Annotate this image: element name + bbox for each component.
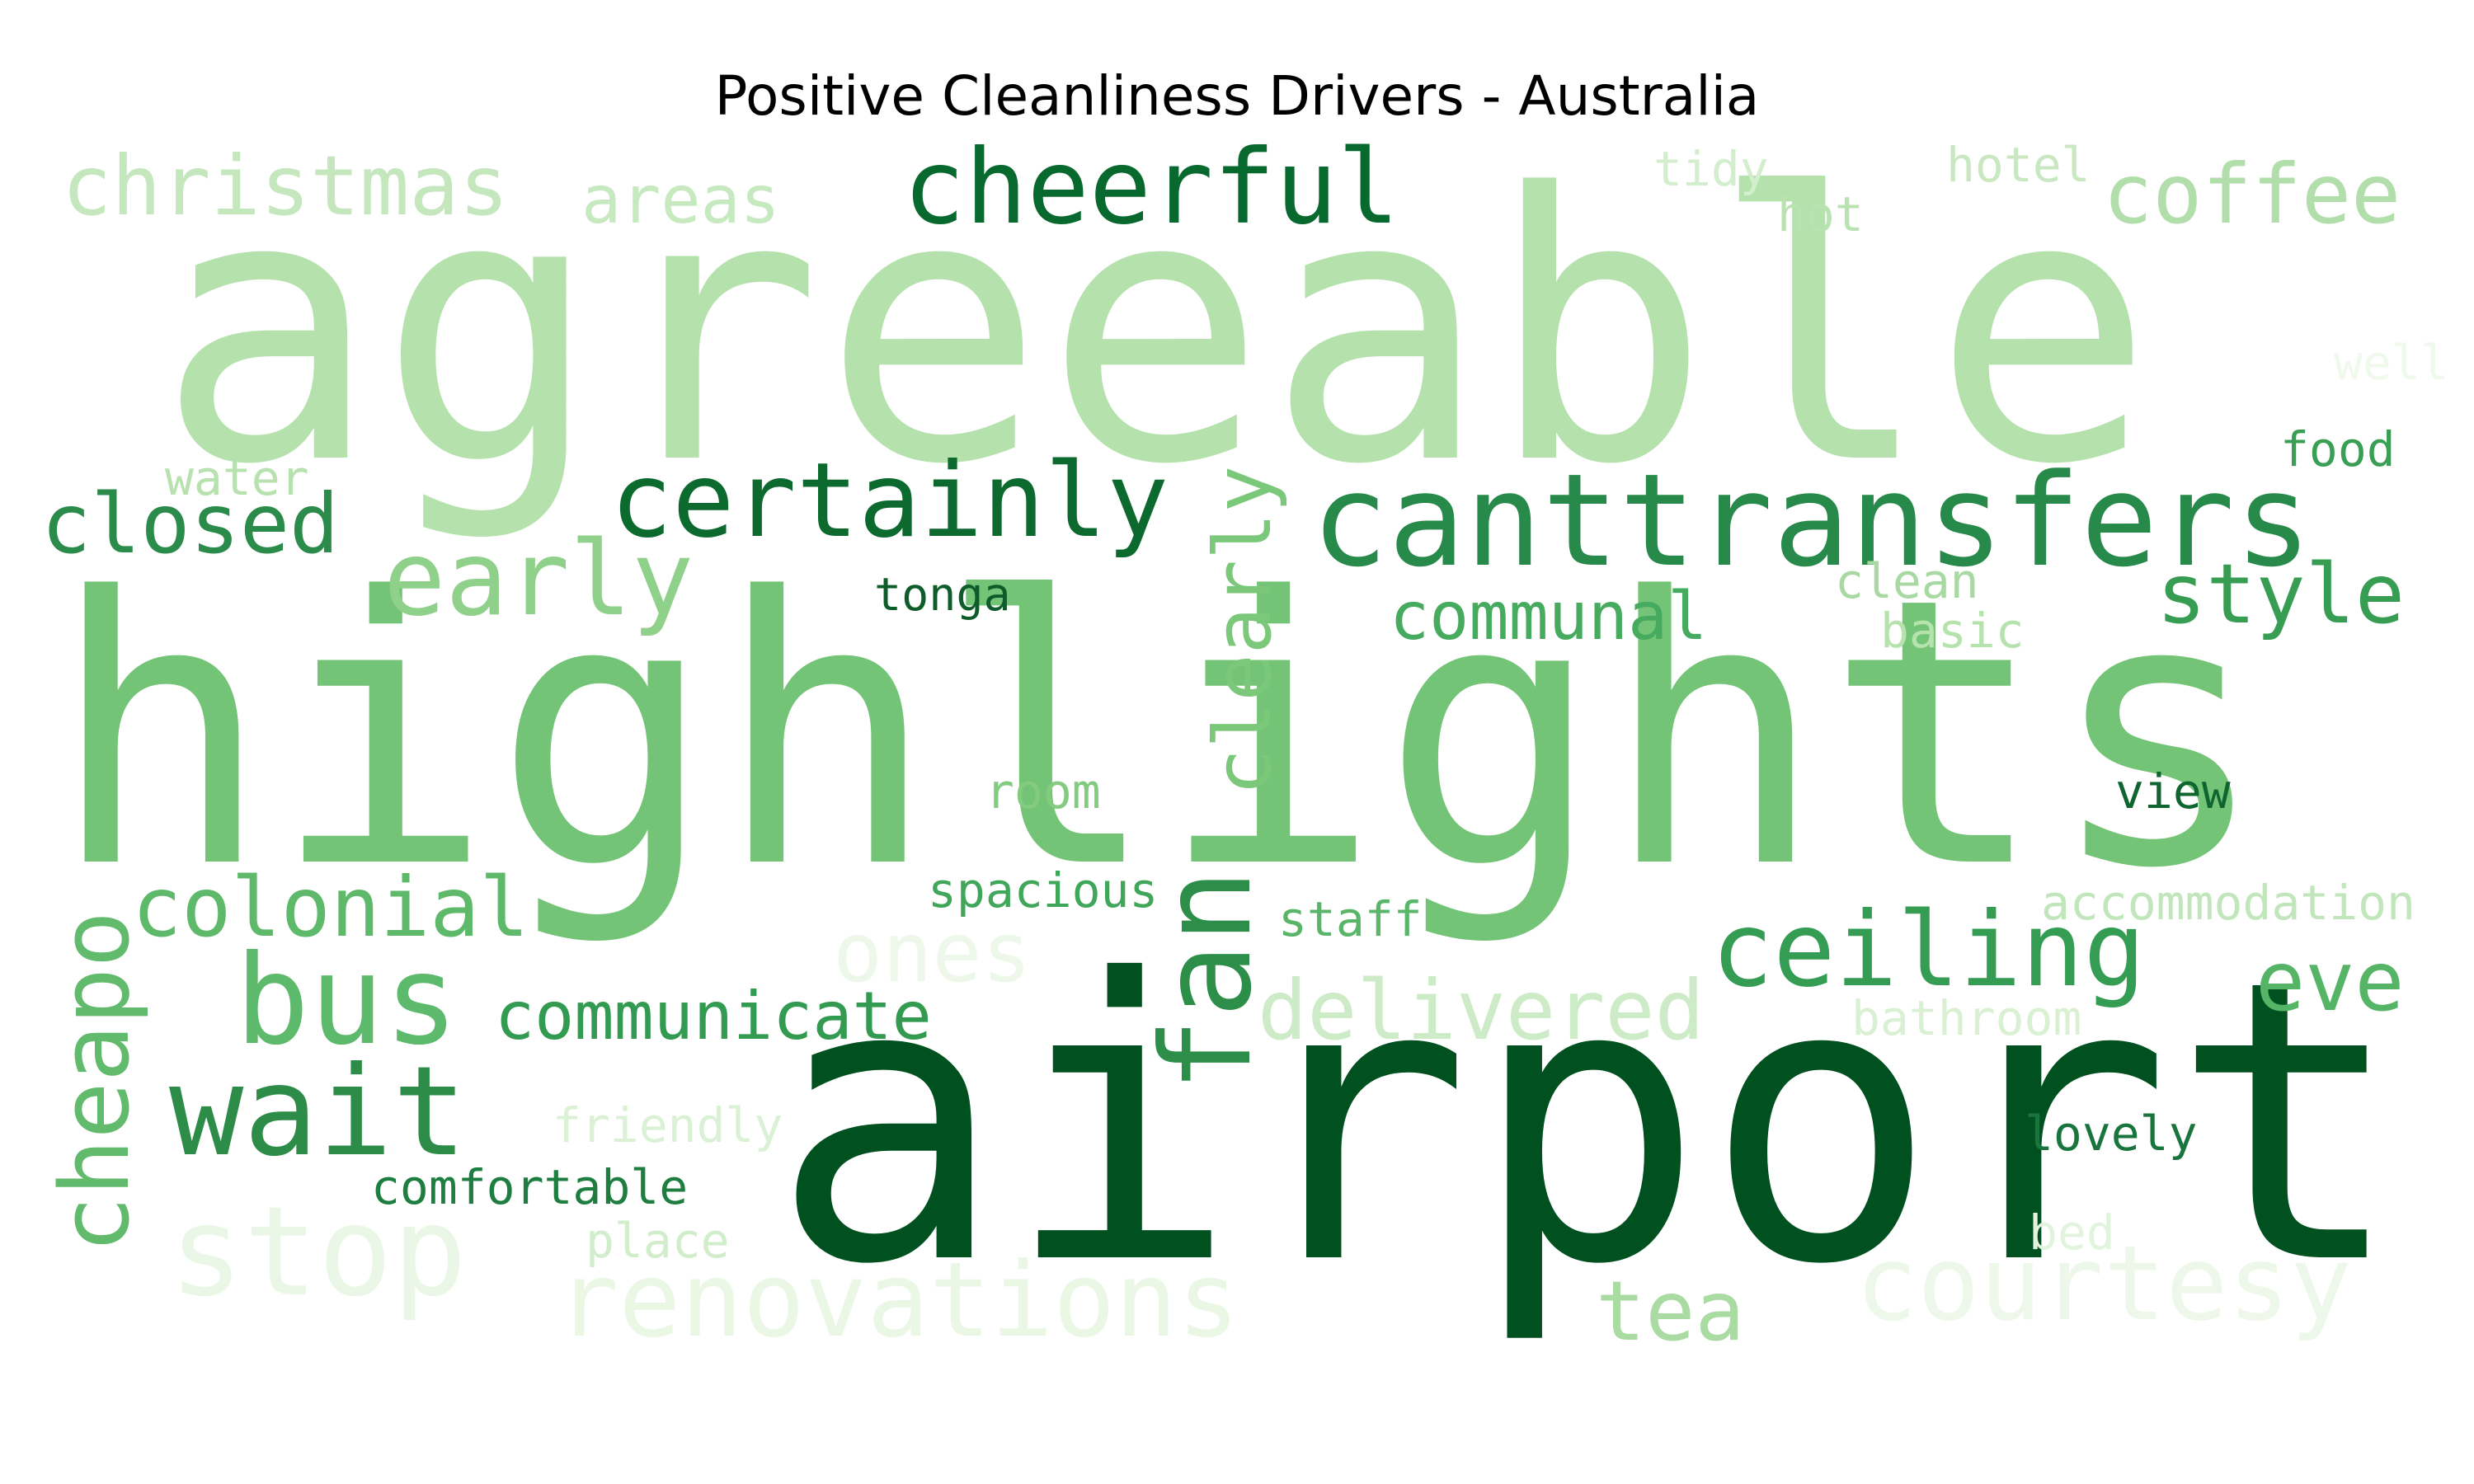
word-ceiling: ceiling xyxy=(1711,890,2146,1010)
word-tonga: tonga xyxy=(874,568,1011,621)
word-bed: bed xyxy=(2029,1205,2115,1261)
word-communicate: communicate xyxy=(495,978,932,1054)
word-fan: fan xyxy=(1136,869,1279,1092)
word-clearly: clearly xyxy=(1198,466,1289,796)
word-highlights: highlights xyxy=(49,520,2269,949)
word-coffee: coffee xyxy=(2103,146,2401,242)
word-cheapo: cheapo xyxy=(40,911,151,1253)
word-tidy: tidy xyxy=(1653,141,1769,197)
word-lovely: lovely xyxy=(2025,1106,2198,1162)
word-certainly: certainly xyxy=(610,441,1169,561)
word-wait: wait xyxy=(169,1040,467,1184)
word-early: early xyxy=(383,519,694,639)
word-hotel: hotel xyxy=(1946,137,2091,193)
word-clean: clean xyxy=(1835,553,1979,609)
word-christmas: christmas xyxy=(62,138,509,234)
word-friendly: friendly xyxy=(553,1097,783,1153)
word-hot: hot xyxy=(1777,186,1864,242)
word-eve: eve xyxy=(2255,933,2405,1030)
word-place: place xyxy=(586,1213,730,1269)
word-basic: basic xyxy=(1880,603,2025,659)
word-well: well xyxy=(2334,335,2449,391)
word-communal: communal xyxy=(1390,578,1707,655)
word-comfortable: comfortable xyxy=(371,1159,688,1215)
chart-title: Positive Cleanliness Drivers - Australia xyxy=(714,64,1760,128)
word-staff: staff xyxy=(1278,891,1423,947)
word-colonial: colonial xyxy=(132,859,529,956)
word-closed: closed xyxy=(41,476,339,572)
word-renovations: renovations xyxy=(557,1241,1239,1360)
word-cheerful: cheerful xyxy=(903,128,1399,247)
word-spacious: spacious xyxy=(928,862,1158,918)
word-style: style xyxy=(2157,546,2405,642)
word-view: view xyxy=(2115,763,2231,819)
word-agreeable: agreeable xyxy=(157,116,2154,545)
word-ones: ones xyxy=(833,904,1032,1001)
word-water: water xyxy=(165,450,309,506)
word-bus: bus xyxy=(235,929,459,1073)
word-tea: tea xyxy=(1596,1263,1745,1360)
word-bathroom: bathroom xyxy=(1851,990,2081,1046)
word-courtesy: courtesy xyxy=(1856,1224,2352,1344)
word-delivered: delivered xyxy=(1258,962,1705,1059)
word-room: room xyxy=(985,763,1101,819)
word-areas: areas xyxy=(581,162,780,238)
word-accommodation: accommodation xyxy=(2041,875,2415,931)
word-airport: airport xyxy=(771,898,2405,1349)
word-stop: stop xyxy=(169,1181,467,1324)
word-food: food xyxy=(2280,421,2396,477)
word-canttransfers: canttransfers xyxy=(1311,446,2312,595)
